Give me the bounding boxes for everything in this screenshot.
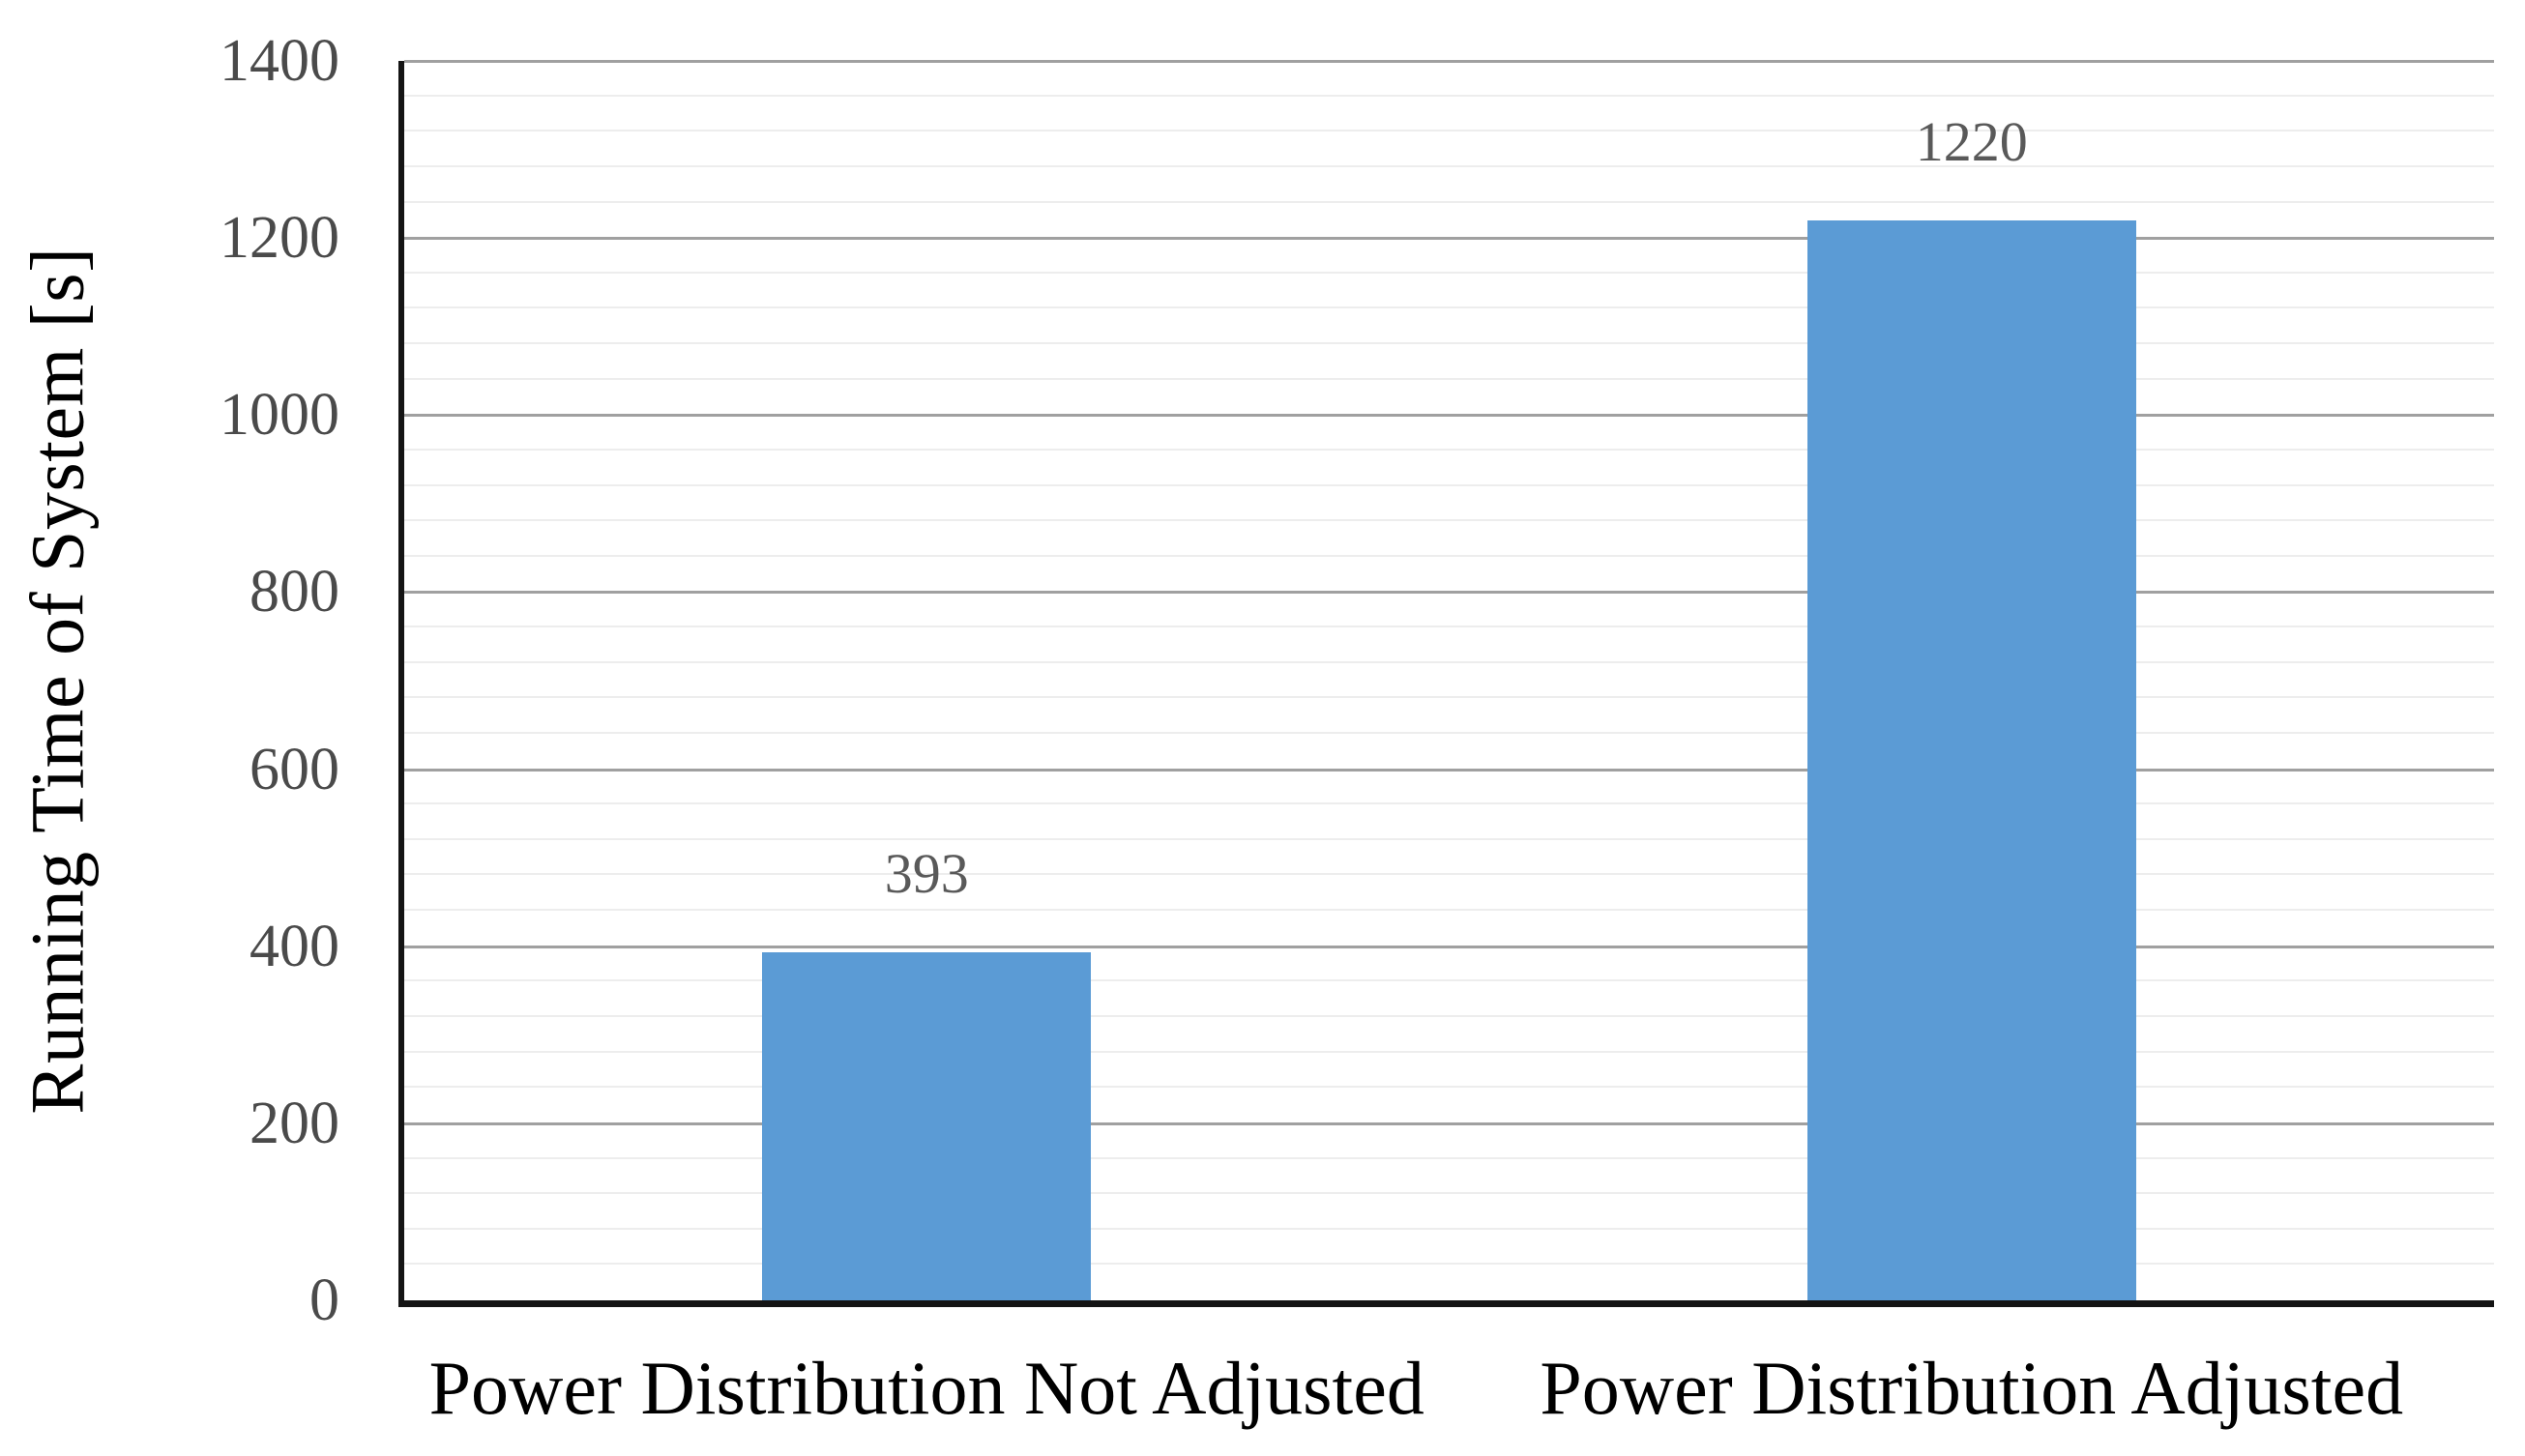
minor-gridline	[404, 660, 2494, 663]
minor-gridline	[404, 448, 2494, 451]
major-gridline	[404, 768, 2494, 772]
minor-gridline	[404, 164, 2494, 167]
major-gridline	[404, 1121, 2494, 1125]
minor-gridline	[404, 306, 2494, 309]
plot-area: 0 200 400 600 800 1000 1200 1400 393 1220 Power …	[220, 31, 2494, 1426]
minor-gridline	[404, 200, 2494, 203]
minor-gridline	[404, 483, 2494, 486]
minor-gridline	[404, 1086, 2494, 1089]
bar-data-label: 393	[884, 842, 969, 906]
major-gridline	[404, 60, 2494, 63]
major-gridline	[404, 237, 2494, 241]
minor-gridline	[404, 1050, 2494, 1053]
major-gridline	[404, 414, 2494, 418]
minor-gridline	[404, 731, 2494, 734]
minor-gridline	[404, 554, 2494, 557]
minor-gridline	[404, 1014, 2494, 1017]
y-tick-label: 1400	[220, 28, 339, 94]
bar-rect	[762, 952, 1092, 1300]
bar-not-adjusted: 393	[762, 842, 1092, 1300]
y-tick-label: 200	[250, 1090, 339, 1156]
y-tick-label: 800	[250, 559, 339, 626]
minor-gridline	[404, 519, 2494, 522]
minor-gridline	[404, 377, 2494, 380]
y-tick-label: 1200	[220, 205, 339, 272]
x-category-label: Power Distribution Not Adjusted	[428, 1346, 1424, 1430]
minor-gridline	[404, 1263, 2494, 1266]
x-category-label: Power Distribution Adjusted	[1540, 1346, 2404, 1430]
y-tick-label: 600	[250, 736, 339, 802]
major-gridline	[404, 591, 2494, 595]
bar-rect	[1806, 219, 2136, 1300]
y-axis-title-wrap: Running Time of System [s]	[0, 61, 116, 1300]
minor-gridline	[404, 1192, 2494, 1195]
y-axis-title: Running Time of System [s]	[15, 247, 101, 1115]
minor-gridline	[404, 802, 2494, 805]
major-gridline	[404, 945, 2494, 948]
minor-gridline	[404, 342, 2494, 345]
minor-gridline	[404, 873, 2494, 876]
minor-gridline	[404, 837, 2494, 840]
minor-gridline	[404, 626, 2494, 628]
minor-gridline	[404, 1227, 2494, 1230]
minor-gridline	[404, 271, 2494, 274]
minor-gridline	[404, 909, 2494, 912]
minor-gridline	[404, 979, 2494, 982]
minor-gridline	[404, 130, 2494, 132]
minor-gridline	[404, 94, 2494, 97]
bar-data-label: 1220	[1915, 109, 2028, 173]
y-tick-label: 1000	[220, 382, 339, 449]
y-tick-label: 0	[309, 1267, 339, 1333]
minor-gridline	[404, 696, 2494, 699]
bar-adjusted: 1220	[1806, 110, 2136, 1300]
minor-gridline	[404, 1156, 2494, 1159]
y-tick-label: 400	[250, 913, 339, 979]
